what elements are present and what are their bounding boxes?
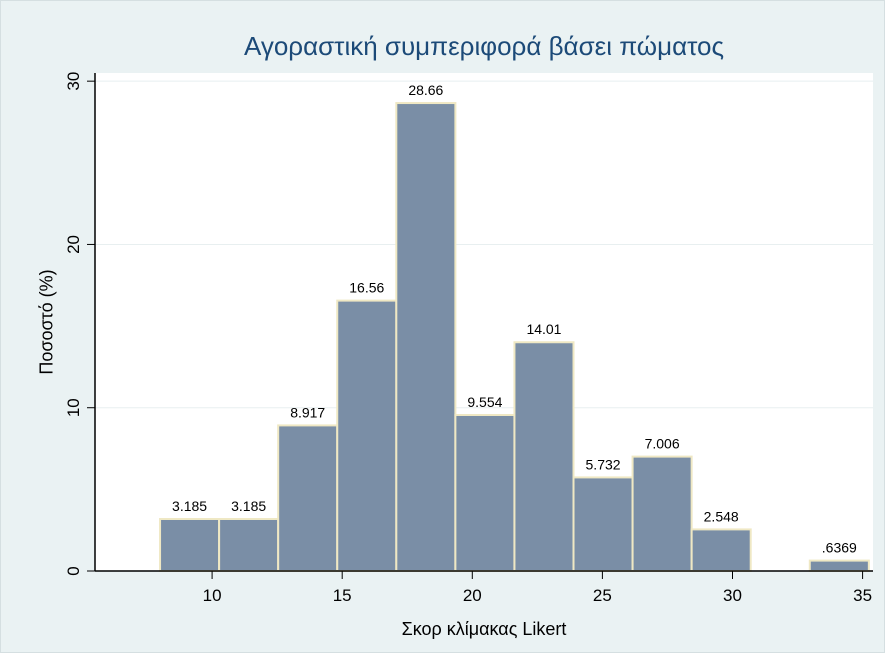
histogram-bar bbox=[395, 102, 457, 573]
x-axis-label: Σκορ κλίμακας Likert bbox=[401, 619, 567, 639]
chart-title: Αγοραστική συμπεριφορά βάσει πώματος bbox=[243, 31, 725, 61]
histogram-bar bbox=[277, 424, 339, 572]
y-tick-label: 30 bbox=[64, 72, 83, 91]
bar-value-label: 9.554 bbox=[467, 394, 502, 410]
x-tick-label: 15 bbox=[333, 586, 352, 605]
histogram-bar bbox=[631, 455, 693, 573]
histogram-bar bbox=[572, 476, 634, 573]
histogram-bar bbox=[454, 414, 516, 572]
y-tick-label: 20 bbox=[64, 235, 83, 254]
histogram-bar bbox=[690, 528, 752, 572]
plot-area: 3.185 3.185 8.917 16.56 28.66 9.554 14.01 5.732… bbox=[64, 72, 873, 605]
y-axis-label: Ποσοστό (%) bbox=[36, 269, 57, 375]
bar-value-label: 3.185 bbox=[172, 498, 207, 514]
bar-value-label: 2.548 bbox=[704, 508, 739, 524]
histogram-bar bbox=[336, 299, 398, 572]
y-tick-label: 0 bbox=[64, 566, 83, 575]
x-tick-label: 35 bbox=[853, 586, 872, 605]
bar-value-label: 14.01 bbox=[526, 321, 561, 337]
bar-value-label: 3.185 bbox=[231, 498, 266, 514]
x-tick-label: 10 bbox=[203, 586, 222, 605]
y-tick-label: 10 bbox=[64, 398, 83, 417]
x-tick-label: 25 bbox=[593, 586, 612, 605]
bar-value-label: 7.006 bbox=[645, 436, 680, 452]
histogram-bar bbox=[218, 517, 280, 572]
bar-value-label: 5.732 bbox=[586, 456, 621, 472]
histogram-bar bbox=[513, 341, 575, 572]
x-tick-label: 30 bbox=[723, 586, 742, 605]
chart-svg: 3.185 3.185 8.917 16.56 28.66 9.554 14.01 5.732… bbox=[64, 72, 873, 605]
histogram-bar bbox=[808, 559, 870, 572]
x-tick-label: 20 bbox=[463, 586, 482, 605]
bar-value-label: 8.917 bbox=[290, 404, 325, 420]
bar-value-label: 28.66 bbox=[408, 82, 443, 98]
bar-value-label: 16.56 bbox=[349, 280, 384, 296]
bar-value-label: .6369 bbox=[822, 540, 857, 556]
histogram-bar bbox=[159, 517, 221, 572]
